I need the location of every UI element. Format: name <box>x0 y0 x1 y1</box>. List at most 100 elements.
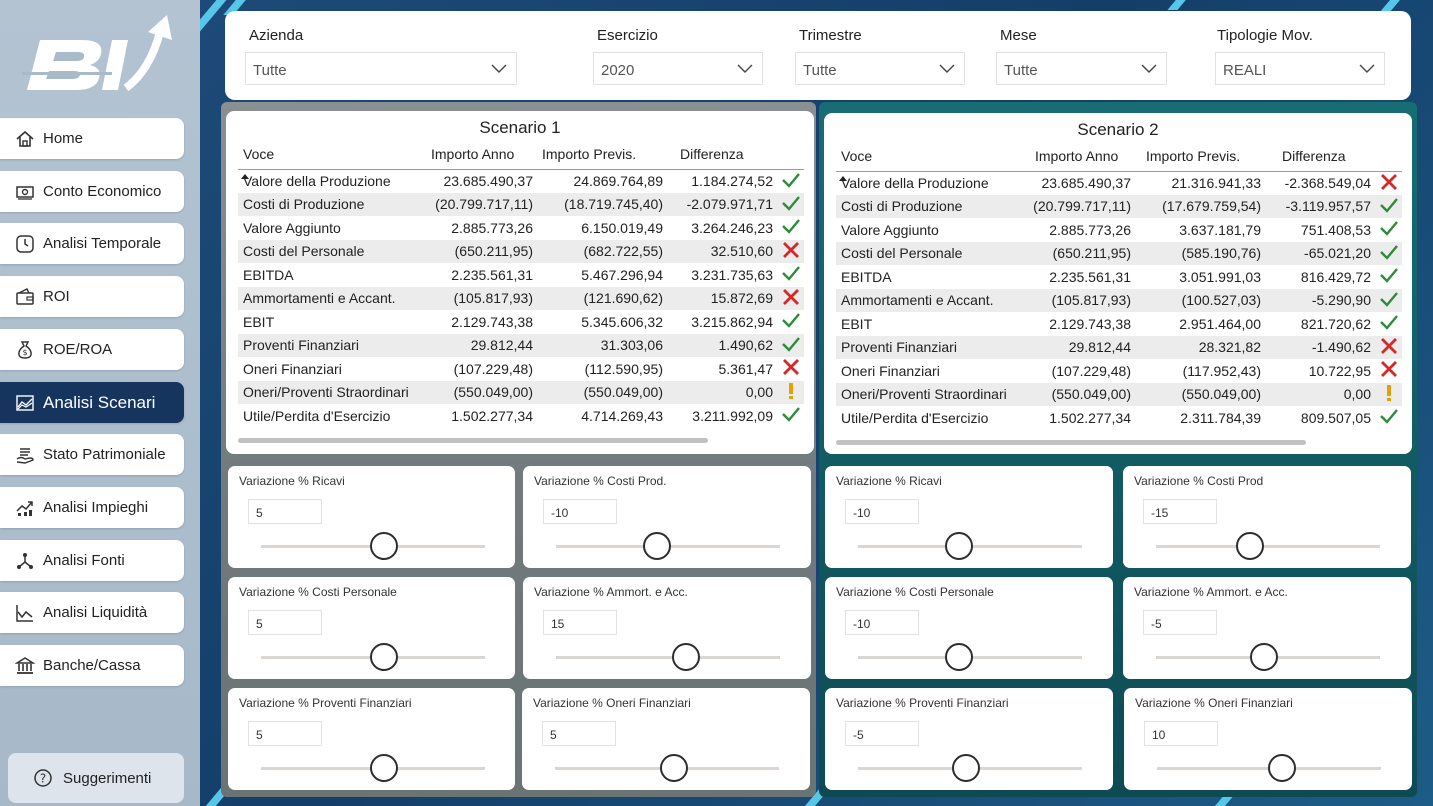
cross-icon <box>778 286 804 310</box>
table-row[interactable]: Oneri/Proventi Straordinari (550.049,00)(… <box>836 382 1402 406</box>
cross-icon <box>778 239 804 263</box>
table-row[interactable]: Valore della Produzione 23.685.490,37 24.8… <box>238 169 804 193</box>
table-row[interactable]: Ammortamenti e Accant. (105.817,93) (121.6… <box>238 286 804 310</box>
col-importo-anno[interactable]: Importo Anno <box>431 146 515 162</box>
slider-handle[interactable] <box>672 643 700 671</box>
table-row[interactable]: EBIT 2.129.743,38 5.345.606,32 3.215.862,94 <box>238 310 804 334</box>
warning-icon <box>1376 382 1402 406</box>
slider-handle[interactable] <box>643 532 671 560</box>
nav-label: Conto Economico <box>43 183 162 200</box>
table-row[interactable]: Oneri Finanziari (107.229,48) (112.590,95)… <box>238 357 804 381</box>
slider-value-input[interactable]: -10 <box>543 499 617 524</box>
table-row[interactable]: Costi di Produzione (20.799.717,11) (18.71… <box>238 192 804 216</box>
col-voce[interactable]: Voce <box>836 148 1024 181</box>
slider-value-input[interactable]: -10 <box>845 499 919 524</box>
table-row[interactable]: EBIT 2.129.743,38 2.951.464,00 821.720,62 <box>836 312 1402 336</box>
slider-value-input[interactable]: 5 <box>248 721 322 746</box>
slider-handle[interactable] <box>370 643 398 671</box>
col-importo-anno[interactable]: Importo Anno <box>1035 148 1119 164</box>
horizontal-scrollbar[interactable] <box>836 440 1306 445</box>
svg-text:?: ? <box>40 772 46 786</box>
table-row[interactable]: Oneri/Proventi Straordinari (550.049,00)(… <box>238 380 804 404</box>
slider-handle[interactable] <box>945 643 973 671</box>
nav-roe-roa[interactable]: $ ROE/ROA <box>0 329 184 370</box>
slider-title: Variazione % Proventi Finanziari <box>836 696 1009 710</box>
table-row[interactable]: Valore Aggiunto 2.885.773,26 6.150.019,49 3… <box>238 216 804 240</box>
slider-value-input[interactable]: 15 <box>543 610 617 635</box>
chevron-down-icon <box>939 64 955 73</box>
slider-value-input[interactable]: -5 <box>845 721 919 746</box>
dropdown-value: Tutte <box>803 62 837 79</box>
trimestre-dropdown[interactable]: Tutte <box>795 52 965 85</box>
table-row[interactable]: Costi del Personale (650.211,95) (682.722,… <box>238 239 804 263</box>
nav-home[interactable]: Home <box>0 118 184 159</box>
nav-analisi-liquidita[interactable]: Analisi Liquidità <box>0 592 184 633</box>
slider-value-input[interactable]: 5 <box>248 499 322 524</box>
table-row[interactable]: EBITDA 2.235.561,31 3.051.991,03 816.429,72 <box>836 265 1402 289</box>
table-row[interactable]: Proventi Finanziari 29.812,44 28.321,82 -1.… <box>836 335 1402 359</box>
nav-analisi-temporale[interactable]: Analisi Temporale <box>0 223 184 264</box>
slider-handle[interactable] <box>660 754 688 782</box>
slider-handle[interactable] <box>370 754 398 782</box>
nav-roi[interactable]: ROI <box>0 276 184 317</box>
row-differenza: 809.507,05 <box>1300 409 1371 426</box>
row-voce: Utile/Perdita d'Esercizio <box>243 407 391 424</box>
col-importo-previs[interactable]: Importo Previs. <box>1146 148 1241 164</box>
nav-analisi-impieghi[interactable]: Analisi Impieghi <box>0 487 184 528</box>
slider-handle[interactable] <box>1236 532 1264 560</box>
row-differenza: 5.361,47 <box>718 360 774 377</box>
col-importo-previs[interactable]: Importo Previs. <box>542 146 637 162</box>
suggestions-button[interactable]: ? Suggerimenti <box>8 753 184 803</box>
nav-analisi-scenari[interactable]: Analisi Scenari <box>0 382 184 423</box>
slider-card: Variazione % Ricavi -10 <box>825 466 1113 568</box>
row-differenza: -1.490,62 <box>1266 335 1376 359</box>
azienda-dropdown[interactable]: Tutte <box>245 52 517 85</box>
nav-stato-patrimoniale[interactable]: Stato Patrimoniale <box>0 434 184 475</box>
slider-handle[interactable] <box>945 532 973 560</box>
nav-conto-economico[interactable]: Conto Economico <box>0 171 184 212</box>
table-row[interactable]: Proventi Finanziari 29.812,44 31.303,06 1.4… <box>238 333 804 357</box>
slider-value-input[interactable]: -10 <box>845 610 919 635</box>
nav-label: Stato Patrimoniale <box>43 446 166 463</box>
table-row[interactable]: Utile/Perdita d'Esercizio 1.502.277,34 4.7… <box>238 404 804 428</box>
table-row[interactable]: EBITDA 2.235.561,31 5.467.296,94 3.231.735,… <box>238 263 804 287</box>
table-row[interactable]: Ammortamenti e Accant. (105.817,93) (100.5… <box>836 288 1402 312</box>
row-differenza: 3.211.992,09 <box>692 407 773 424</box>
row-voce: Ammortamenti e Accant. <box>836 288 1024 312</box>
table-row[interactable]: Costi di Produzione (20.799.717,11) (17.67… <box>836 194 1402 218</box>
table-row[interactable]: Utile/Perdita d'Esercizio 1.502.277,34 2.3… <box>836 406 1402 430</box>
slider-handle[interactable] <box>1268 754 1296 782</box>
row-importo-previs: 21.316.941,33 <box>1171 175 1261 191</box>
slider-card: Variazione % Oneri Finanziari 5 <box>522 688 810 790</box>
row-voce: Oneri/Proventi Straordinari <box>836 382 1024 406</box>
line-chart-icon <box>14 602 36 624</box>
slider-value-input[interactable]: 5 <box>248 610 322 635</box>
slider-track[interactable] <box>1156 545 1380 548</box>
table-row[interactable]: Costi del Personale (650.211,95) (585.190,… <box>836 241 1402 265</box>
slider-handle[interactable] <box>1250 643 1278 671</box>
slider-track[interactable] <box>556 656 780 659</box>
row-importo-previs: 5.467.296,94 <box>581 266 663 283</box>
mese-dropdown[interactable]: Tutte <box>996 52 1167 85</box>
esercizio-dropdown[interactable]: 2020 <box>593 52 763 85</box>
table-row[interactable]: Oneri Finanziari (107.229,48) (117.952,43)… <box>836 359 1402 383</box>
filter-label: Trimestre <box>799 27 862 44</box>
cross-icon <box>1376 335 1402 359</box>
col-differenza[interactable]: Differenza <box>1282 148 1346 164</box>
slider-handle[interactable] <box>370 532 398 560</box>
slider-card: Variazione % Ammort. e Acc. 15 <box>523 577 811 679</box>
slider-value-input[interactable]: -15 <box>1143 499 1217 524</box>
tipologie-dropdown[interactable]: REALI <box>1215 52 1385 85</box>
slider-value-input[interactable]: 5 <box>542 721 616 746</box>
table-row[interactable]: Valore Aggiunto 2.885.773,26 3.637.181,79 7… <box>836 218 1402 242</box>
table-row[interactable]: Valore della Produzione 23.685.490,37 21.3… <box>836 171 1402 195</box>
slider-value-input[interactable]: -5 <box>1143 610 1217 635</box>
slider-handle[interactable] <box>952 754 980 782</box>
nav-analisi-fonti[interactable]: Analisi Fonti <box>0 540 184 581</box>
col-differenza[interactable]: Differenza <box>680 146 744 162</box>
slider-value-input[interactable]: 10 <box>1144 721 1218 746</box>
col-voce[interactable]: Voce <box>238 146 426 179</box>
row-differenza: 3.264.246,23 <box>691 219 773 236</box>
horizontal-scrollbar[interactable] <box>238 438 708 443</box>
nav-banche-cassa[interactable]: Banche/Cassa <box>0 645 184 686</box>
